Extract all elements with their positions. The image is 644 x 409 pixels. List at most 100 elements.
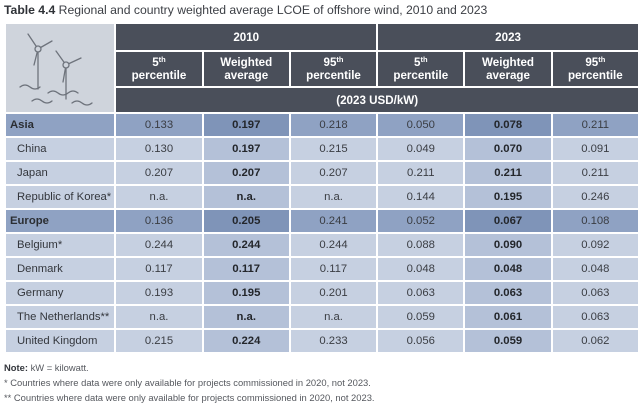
percentile-cell: n.a. — [116, 186, 202, 208]
percentile-cell: n.a. — [116, 306, 202, 328]
percentile-cell: 0.233 — [290, 330, 377, 352]
percentile-cell: 0.050 — [378, 114, 464, 136]
percentile-cell: 0.063 — [552, 282, 638, 304]
percentile-cell: 0.056 — [378, 330, 464, 352]
row-label: Germany — [6, 282, 115, 304]
percentile-cell: 0.048 — [378, 258, 464, 280]
row-label: Asia — [6, 114, 115, 136]
column-header: 5th percentile — [378, 52, 464, 86]
weighted-average-cell: 0.207 — [203, 162, 289, 184]
table-caption: Table 4.4 Regional and country weighted … — [4, 3, 644, 17]
weighted-average-cell: 0.070 — [465, 138, 551, 160]
percentile-cell: 0.059 — [378, 306, 464, 328]
percentile-cell: 0.211 — [552, 114, 638, 136]
percentile-cell: 0.052 — [378, 210, 464, 232]
weighted-average-cell: 0.197 — [203, 114, 289, 136]
row-label: The Netherlands** — [6, 306, 115, 328]
weighted-average-cell: 0.224 — [203, 330, 289, 352]
weighted-average-cell: 0.048 — [465, 258, 551, 280]
percentile-cell: 0.048 — [552, 258, 638, 280]
table-label: Table 4.4 — [4, 3, 56, 17]
column-header: 5th percentile — [116, 52, 202, 86]
column-header: 95th percentile — [552, 52, 638, 86]
percentile-cell: 0.144 — [378, 186, 464, 208]
country-row: Germany 0.193 0.195 0.201 0.063 0.063 0.063 — [6, 282, 638, 304]
icon-cell — [6, 24, 115, 112]
unit-header: (2023 USD/kW) — [116, 88, 638, 112]
percentile-cell: 0.092 — [552, 234, 638, 256]
weighted-average-cell: 0.195 — [203, 282, 289, 304]
row-label: Japan — [6, 162, 115, 184]
table-title: Regional and country weighted average LC… — [58, 3, 488, 17]
weighted-average-cell: 0.117 — [203, 258, 289, 280]
weighted-average-cell: n.a. — [203, 186, 289, 208]
country-row: The Netherlands** n.a. n.a. n.a. 0.059 0.061 0… — [6, 306, 638, 328]
weighted-average-cell: 0.211 — [465, 162, 551, 184]
percentile-cell: 0.063 — [552, 306, 638, 328]
row-label: Europe — [6, 210, 115, 232]
percentile-cell: 0.211 — [552, 162, 638, 184]
percentile-cell: 0.215 — [290, 138, 377, 160]
percentile-cell: n.a. — [290, 306, 377, 328]
percentile-cell: 0.133 — [116, 114, 202, 136]
footnote-single-asterisk: * Countries where data were only availab… — [4, 377, 371, 388]
weighted-average-cell: 0.063 — [465, 282, 551, 304]
percentile-cell: 0.201 — [290, 282, 377, 304]
table-notes: Note: kW = kilowatt. * Countries where d… — [4, 360, 644, 405]
weighted-average-cell: 0.197 — [203, 138, 289, 160]
country-row: Japan 0.207 0.207 0.207 0.211 0.211 0.211 — [6, 162, 638, 184]
percentile-cell: 0.211 — [378, 162, 464, 184]
weighted-average-cell: 0.090 — [465, 234, 551, 256]
note-line: Note: kW = kilowatt. — [4, 360, 644, 375]
country-row: Republic of Korea* n.a. n.a. n.a. 0.144 0.195… — [6, 186, 638, 208]
offshore-wind-turbines-icon — [19, 33, 93, 106]
weighted-average-cell: 0.061 — [465, 306, 551, 328]
weighted-average-cell: n.a. — [203, 306, 289, 328]
row-label: Republic of Korea* — [6, 186, 115, 208]
percentile-cell: 0.117 — [290, 258, 377, 280]
percentile-cell: 0.215 — [116, 330, 202, 352]
note-text: kW = kilowatt. — [30, 362, 89, 373]
region-row: Asia 0.133 0.197 0.218 0.050 0.078 0.211 — [6, 114, 638, 136]
percentile-cell: 0.241 — [290, 210, 377, 232]
country-row: Denmark 0.117 0.117 0.117 0.048 0.048 0.048 — [6, 258, 638, 280]
percentile-cell: 0.088 — [378, 234, 464, 256]
row-label: Belgium* — [6, 234, 115, 256]
year-header-2023: 2023 — [378, 24, 638, 50]
percentile-cell: 0.244 — [116, 234, 202, 256]
weighted-average-cell: 0.067 — [465, 210, 551, 232]
country-row: China 0.130 0.197 0.215 0.049 0.070 0.091 — [6, 138, 638, 160]
weighted-average-cell: 0.059 — [465, 330, 551, 352]
row-label: Denmark — [6, 258, 115, 280]
percentile-cell: 0.108 — [552, 210, 638, 232]
row-label: China — [6, 138, 115, 160]
weighted-average-cell: 0.244 — [203, 234, 289, 256]
percentile-cell: 0.049 — [378, 138, 464, 160]
percentile-cell: 0.246 — [552, 186, 638, 208]
percentile-cell: 0.244 — [290, 234, 377, 256]
percentile-cell: 0.063 — [378, 282, 464, 304]
table-body: Asia 0.133 0.197 0.218 0.050 0.078 0.211 China 0… — [6, 114, 638, 352]
year-header-2010: 2010 — [116, 24, 377, 50]
footnote-double-asterisk: ** Countries where data were only availa… — [4, 392, 375, 403]
percentile-cell: 0.207 — [116, 162, 202, 184]
weighted-average-cell: 0.078 — [465, 114, 551, 136]
column-header: Weighted average — [203, 52, 289, 86]
row-label: United Kingdom — [6, 330, 115, 352]
percentile-cell: 0.218 — [290, 114, 377, 136]
weighted-average-cell: 0.195 — [465, 186, 551, 208]
column-header: Weighted average — [465, 52, 551, 86]
percentile-cell: 0.130 — [116, 138, 202, 160]
weighted-average-cell: 0.205 — [203, 210, 289, 232]
country-row: Belgium* 0.244 0.244 0.244 0.088 0.090 0.092 — [6, 234, 638, 256]
percentile-cell: 0.091 — [552, 138, 638, 160]
column-header: 95th percentile — [290, 52, 377, 86]
region-row: Europe 0.136 0.205 0.241 0.052 0.067 0.108 — [6, 210, 638, 232]
percentile-cell: 0.136 — [116, 210, 202, 232]
percentile-cell: 0.193 — [116, 282, 202, 304]
percentile-cell: n.a. — [290, 186, 377, 208]
note-label: Note: — [4, 362, 28, 373]
percentile-cell: 0.207 — [290, 162, 377, 184]
country-row: United Kingdom 0.215 0.224 0.233 0.056 0.059 0… — [6, 330, 638, 352]
lcoe-table: 2010 2023 5th percentile Weighted average … — [4, 22, 640, 354]
